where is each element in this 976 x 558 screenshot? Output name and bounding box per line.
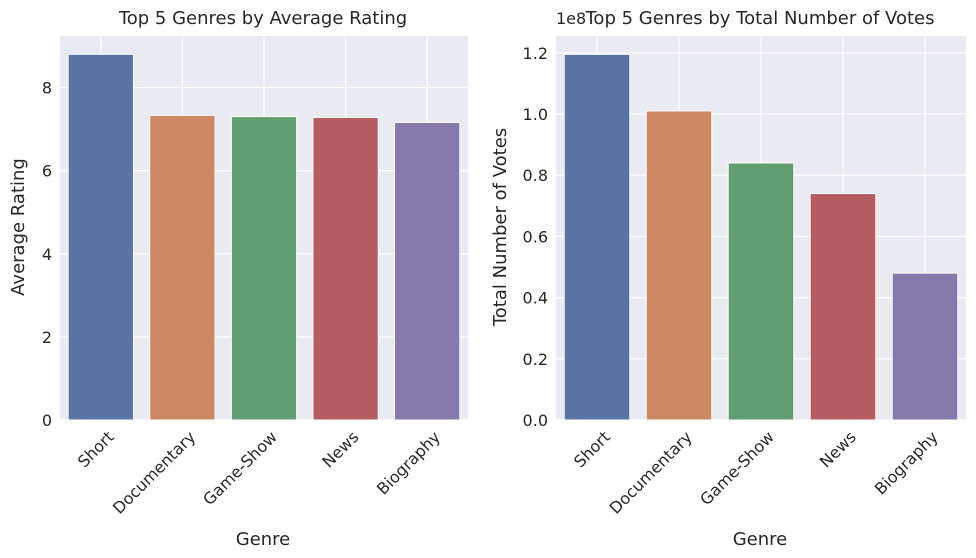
votes-bars (563, 53, 959, 421)
rating-chart-title: Top 5 Genres by Average Rating (118, 8, 407, 29)
votes-y-tick-label: 0.2 (523, 350, 548, 369)
votes-x-tick-label: Biography (871, 427, 942, 498)
rating-y-tick-label: 0 (42, 411, 52, 430)
rating-bar-documentary (149, 114, 216, 421)
rating-x-tick-label: Documentary (109, 427, 199, 517)
votes-y-tick-label: 1.2 (523, 44, 548, 63)
rating-y-tick-label: 8 (42, 79, 52, 98)
votes-bar-biography (891, 272, 959, 421)
rating-x-axis-label: Genre (236, 529, 291, 550)
votes-y-axis-label: Total Number of Votes (490, 128, 511, 327)
votes-y-tick-label: 1.0 (523, 105, 548, 124)
votes-bar-short (563, 53, 631, 421)
rating-y-tick-label: 2 (42, 328, 52, 347)
votes-y-tick-label: 0.0 (523, 411, 548, 430)
votes-y-tick-label: 0.6 (523, 227, 548, 246)
votes-y-offset-label: 1e8 (556, 9, 586, 28)
votes-x-axis-label: Genre (733, 529, 788, 550)
rating-x-tick-label: Short (74, 427, 118, 471)
votes-x-tick-label: Short (570, 427, 614, 471)
votes-bar-game-show (727, 162, 795, 421)
votes-y-ticks: 0.0 0.2 0.4 0.6 0.8 1.0 1.2 (523, 44, 548, 430)
rating-x-tick-label: News (318, 427, 362, 471)
votes-x-tick-label: News (816, 427, 860, 471)
rating-bar-game-show (230, 116, 298, 421)
votes-y-tick-label: 0.4 (523, 289, 548, 308)
rating-y-ticks: 0 2 4 6 8 (42, 79, 52, 430)
rating-bar-biography (394, 121, 461, 421)
rating-x-tick-label: Biography (373, 427, 444, 498)
rating-x-tick-label: Game-Show (199, 427, 281, 509)
votes-x-tick-label: Game-Show (696, 427, 778, 509)
votes-y-tick-label: 0.8 (523, 166, 548, 185)
rating-y-axis-label: Average Rating (8, 158, 29, 296)
votes-bar-documentary (645, 110, 713, 421)
rating-bar-news (312, 116, 379, 421)
rating-bar-short (67, 53, 134, 421)
votes-x-tick-label: Documentary (605, 427, 695, 517)
rating-y-tick-label: 6 (42, 162, 52, 181)
rating-bars (67, 53, 461, 421)
votes-bar-news (809, 193, 877, 421)
rating-y-tick-label: 4 (42, 245, 52, 264)
votes-chart-title: Top 5 Genres by Total Number of Votes (585, 8, 935, 29)
